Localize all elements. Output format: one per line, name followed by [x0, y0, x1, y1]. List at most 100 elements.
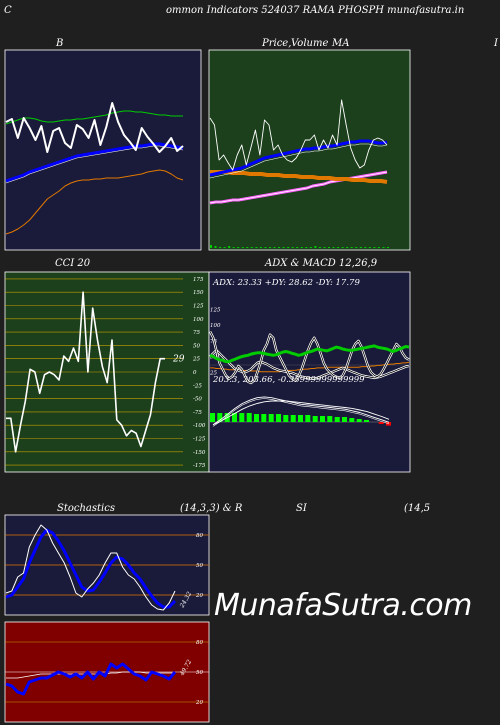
page-title: ommon Indicators 524037 RAMA PHOSPH muna…	[166, 5, 465, 16]
volume-bar	[377, 247, 380, 248]
adx-readout: ADX: 23.33 +DY: 28.62 -DY: 17.79	[212, 278, 360, 288]
volume-bar	[387, 247, 389, 248]
macd-histogram-bar	[349, 418, 355, 422]
volume-bar	[346, 247, 349, 248]
macd-histogram-bar	[283, 415, 289, 422]
macd-histogram-bar	[305, 415, 311, 422]
adx-title: ADX & MACD 12,26,9	[265, 258, 378, 269]
volume-bar	[282, 247, 285, 248]
macd-histogram-bar	[239, 413, 245, 422]
cci-tick-label: -175	[193, 463, 206, 469]
price-ma-blue	[209, 139, 388, 177]
macd-histogram-bar	[320, 416, 325, 422]
volume-bar	[337, 247, 340, 248]
macd-histogram-bar	[334, 417, 340, 422]
volume-bar	[232, 247, 235, 248]
volume-bar	[341, 247, 344, 248]
cci-last-value: 29	[172, 355, 185, 365]
macd-readout: 203.3, 203.66, -0.35999999999999	[212, 375, 365, 385]
volume-bar	[273, 247, 276, 248]
macd-histogram-bar	[312, 416, 318, 422]
adx-tick-label: 100	[210, 323, 221, 329]
macd-histogram-bar	[327, 416, 333, 422]
macd-signal-line	[212, 400, 390, 426]
adx-panel	[208, 271, 411, 473]
rsi-title-a: SI	[296, 503, 307, 514]
volume-bar	[214, 246, 217, 248]
rsi-title-b: (14,5	[404, 503, 431, 514]
volume-bar	[219, 247, 222, 248]
stochastics-tick-label: 50	[196, 563, 203, 569]
volume-bar	[264, 247, 267, 248]
macd-histogram-bar	[356, 419, 362, 422]
price-title-c: MA	[332, 38, 350, 49]
header-left-mark: C	[4, 5, 12, 16]
volume-bar	[287, 247, 290, 248]
volume-bar	[318, 247, 321, 248]
macd-histogram-bar	[232, 413, 237, 422]
cci-tick-label: 150	[193, 290, 204, 296]
cci-tick-label: -100	[193, 423, 206, 429]
macd-histogram-bar	[290, 415, 296, 422]
bollinger-upper-band	[5, 110, 183, 125]
macd-histogram-bar	[298, 415, 303, 422]
macd-histogram-bar	[246, 413, 252, 422]
cci-tick-label: -25	[193, 383, 202, 389]
macd-histogram-bar	[378, 422, 384, 424]
cci-tick-label: 50	[193, 343, 200, 349]
cci-tick-label: 100	[193, 317, 204, 323]
volume-bar	[246, 247, 249, 248]
volume-bar	[269, 247, 271, 248]
volume-bar	[305, 247, 308, 248]
cci-title: CCI 20	[55, 258, 91, 269]
rsi-tick-label: 80	[196, 640, 203, 646]
price-line	[209, 99, 388, 171]
cci-tick-label: -150	[193, 450, 206, 456]
volume-bar	[296, 247, 299, 248]
volume-bar	[278, 247, 281, 248]
macd-histogram-bar	[210, 413, 215, 422]
macd-histogram-bar	[268, 414, 274, 422]
volume-bar	[309, 247, 312, 248]
volume-bar	[300, 247, 303, 248]
bollinger-price-line	[5, 102, 184, 153]
volume-bar	[228, 246, 231, 248]
bollinger-title: B	[56, 38, 64, 49]
bollinger-panel	[4, 49, 202, 251]
stochastics-k-line	[5, 524, 176, 611]
adx-plus-di-core	[209, 331, 410, 384]
stochastics-tick-label: 80	[196, 533, 203, 539]
macd-histogram-bar	[254, 414, 259, 422]
volume-bar	[210, 245, 212, 248]
cci-tick-label: -50	[193, 397, 202, 403]
right-edge-mark: I	[494, 38, 498, 49]
watermark: MunafaSutra.com	[214, 588, 472, 623]
cci-tick-label: -75	[193, 410, 202, 416]
volume-bar	[291, 247, 294, 248]
stochastics-title-a: Stochastics	[57, 503, 115, 514]
volume-bar	[314, 246, 317, 248]
volume-bar	[382, 247, 385, 248]
volume-bar	[355, 247, 358, 248]
volume-bar	[332, 247, 335, 248]
volume-bar	[259, 247, 262, 248]
volume-bar	[237, 247, 240, 248]
stochastics-tick-label: 20	[195, 593, 203, 599]
volume-bar	[323, 247, 326, 248]
volume-bar	[255, 247, 258, 248]
cci-tick-label: 75	[193, 330, 200, 336]
cci-tick-label: -125	[193, 436, 206, 442]
rsi-tick-label: 20	[195, 700, 203, 706]
rsi-line	[5, 662, 177, 696]
price-ma-magenta-core	[209, 171, 388, 204]
volume-bar	[373, 247, 376, 248]
macd-histogram-bar	[364, 420, 369, 422]
cci-line	[6, 291, 165, 453]
volume-bar	[250, 247, 253, 248]
adx-tick-label: 125	[210, 307, 221, 313]
price-title-b: Volume	[291, 38, 329, 49]
volume-bar	[368, 247, 371, 248]
volume-bar	[350, 247, 353, 248]
volume-bar	[328, 247, 330, 248]
